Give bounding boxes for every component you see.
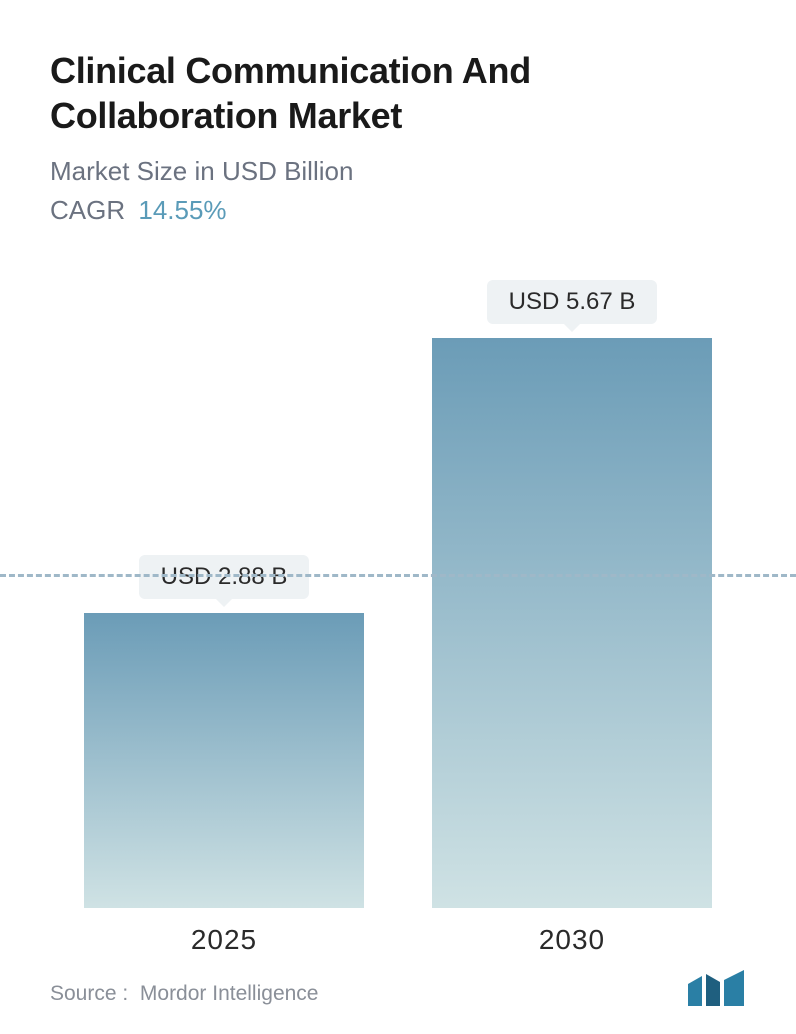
source-text: Source : Mordor Intelligence: [50, 982, 318, 1006]
source-label: Source :: [50, 982, 128, 1005]
x-axis-label-2030: 2030: [432, 924, 712, 956]
value-badge-2030: USD 5.67 B: [487, 280, 658, 324]
chart-container: Clinical Communication And Collaboration…: [0, 0, 796, 1034]
chart-title: Clinical Communication And Collaboration…: [50, 48, 746, 138]
logo-bar-1: [688, 976, 702, 1006]
logo-bar-2: [706, 974, 720, 1006]
bar-column-2025: USD 2.88 B: [84, 555, 364, 908]
bar-2025: [84, 613, 364, 908]
x-axis-label-2025: 2025: [84, 924, 364, 956]
cagr-row: CAGR 14.55%: [50, 195, 746, 226]
bar-column-2030: USD 5.67 B: [432, 280, 712, 908]
logo-bar-3: [724, 970, 744, 1006]
reference-dashed-line: [0, 574, 796, 577]
source-name: Mordor Intelligence: [140, 982, 319, 1005]
logo-bars: [688, 970, 744, 1006]
mordor-logo-icon: [686, 970, 746, 1006]
cagr-value: 14.55%: [138, 195, 226, 225]
chart-plot-area: USD 2.88 B USD 5.67 B 2025 2030: [50, 252, 746, 964]
value-badge-2025: USD 2.88 B: [139, 555, 310, 599]
chart-footer: Source : Mordor Intelligence: [50, 970, 746, 1006]
bar-2030: [432, 338, 712, 908]
bars-row: USD 2.88 B USD 5.67 B: [50, 252, 746, 908]
chart-subtitle: Market Size in USD Billion: [50, 156, 746, 187]
cagr-label: CAGR: [50, 195, 125, 225]
x-axis: 2025 2030: [50, 924, 746, 956]
